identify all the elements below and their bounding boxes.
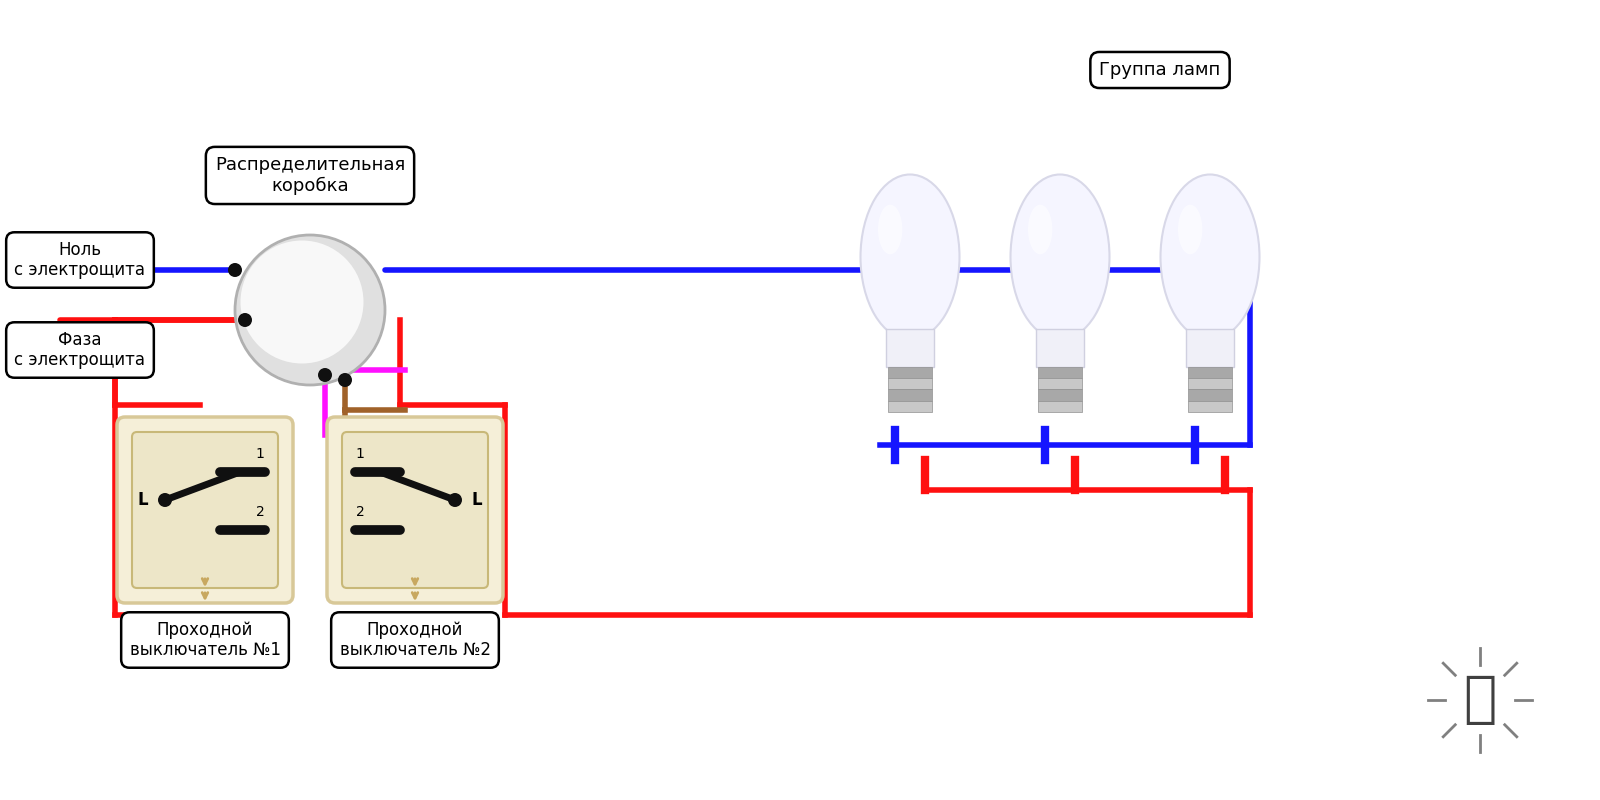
FancyBboxPatch shape [1038, 378, 1082, 390]
FancyBboxPatch shape [1187, 378, 1232, 390]
Text: L: L [472, 491, 482, 509]
Text: 1: 1 [355, 447, 365, 461]
Text: Группа ламп: Группа ламп [1099, 61, 1221, 79]
FancyBboxPatch shape [888, 367, 931, 378]
Circle shape [235, 235, 386, 385]
Circle shape [158, 493, 173, 507]
Text: 2: 2 [355, 505, 365, 519]
Ellipse shape [1160, 174, 1259, 339]
Ellipse shape [1011, 174, 1109, 339]
Text: Фаза
с электрощита: Фаза с электрощита [14, 330, 146, 370]
Circle shape [229, 263, 242, 277]
FancyBboxPatch shape [1035, 329, 1085, 367]
Text: L: L [138, 491, 149, 509]
Circle shape [448, 493, 462, 507]
FancyBboxPatch shape [1038, 390, 1082, 401]
Text: Проходной
выключатель №1: Проходной выключатель №1 [130, 621, 280, 659]
FancyBboxPatch shape [1187, 367, 1232, 378]
FancyBboxPatch shape [131, 432, 278, 588]
Text: 2: 2 [256, 505, 264, 519]
Circle shape [338, 373, 352, 387]
FancyBboxPatch shape [886, 329, 934, 367]
Ellipse shape [1178, 205, 1202, 254]
FancyBboxPatch shape [888, 378, 931, 390]
Circle shape [238, 313, 253, 327]
FancyBboxPatch shape [1038, 367, 1082, 378]
Text: Ноль
с электрощита: Ноль с электрощита [14, 241, 146, 279]
FancyBboxPatch shape [1186, 329, 1234, 367]
Circle shape [240, 241, 363, 363]
Text: Проходной
выключатель №2: Проходной выключатель №2 [339, 621, 491, 659]
FancyBboxPatch shape [326, 417, 502, 603]
Text: ✋: ✋ [1464, 673, 1496, 727]
FancyBboxPatch shape [1187, 401, 1232, 412]
Text: Распределительная
коробка: Распределительная коробка [214, 156, 405, 195]
Ellipse shape [1029, 205, 1053, 254]
Text: 1: 1 [256, 447, 264, 461]
FancyBboxPatch shape [342, 432, 488, 588]
FancyBboxPatch shape [888, 401, 931, 412]
FancyBboxPatch shape [888, 390, 931, 401]
Ellipse shape [861, 174, 960, 339]
Circle shape [318, 368, 333, 382]
FancyBboxPatch shape [117, 417, 293, 603]
FancyBboxPatch shape [1187, 390, 1232, 401]
Ellipse shape [878, 205, 902, 254]
FancyBboxPatch shape [1038, 401, 1082, 412]
